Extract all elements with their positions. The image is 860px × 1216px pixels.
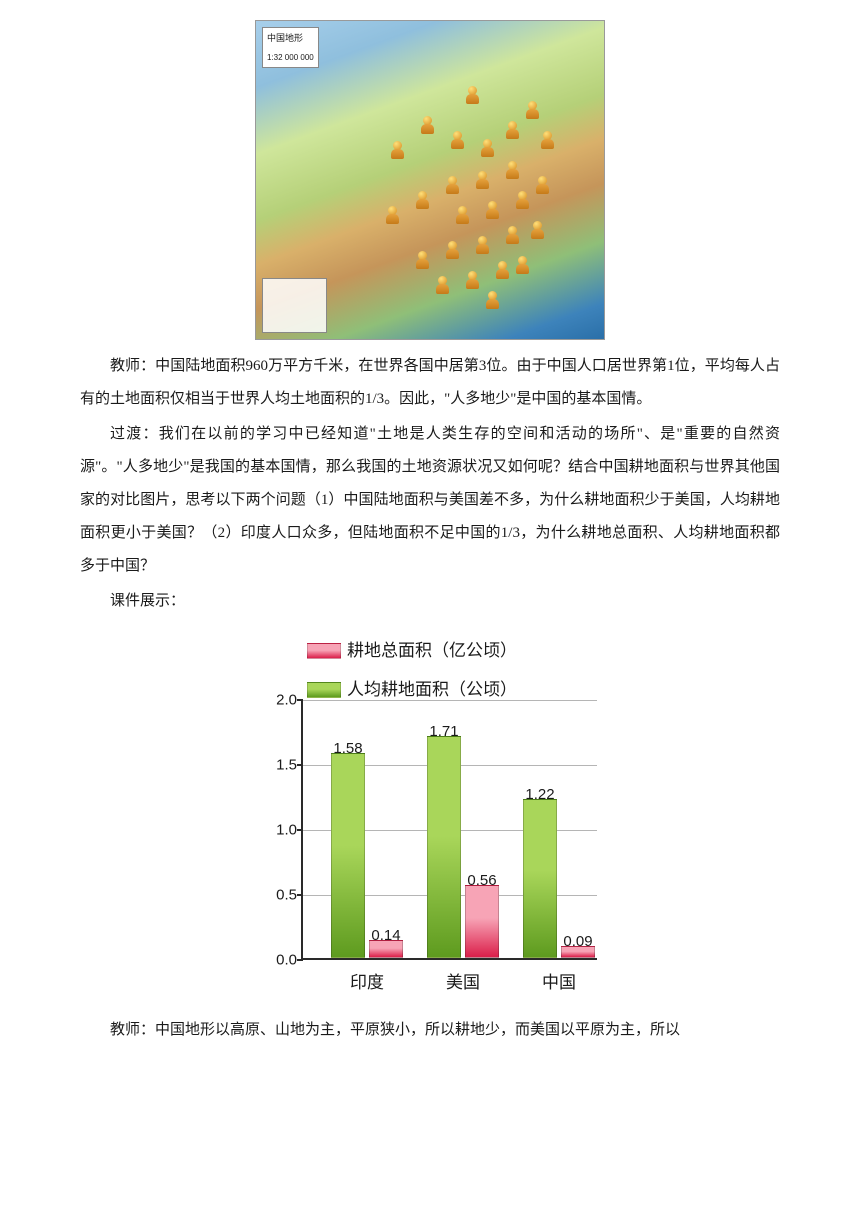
map-scale: 1:32 000 000 (267, 49, 314, 67)
bar-group: 1.22 0.09 (523, 799, 595, 958)
people-icon (416, 191, 429, 209)
map-figure-container: 中国地形 1:32 000 000 (80, 20, 780, 340)
people-icon (391, 141, 404, 159)
teacher-paragraph-1: 教师：中国陆地面积960万平方千米，在世界各国中居第3位。由于中国人口居世界第1… (80, 350, 780, 416)
china-terrain-map: 中国地形 1:32 000 000 (255, 20, 605, 340)
people-icon (486, 291, 499, 309)
people-icon (481, 139, 494, 157)
people-icon (506, 161, 519, 179)
y-tick (297, 699, 303, 701)
x-axis-label: 美国 (446, 964, 480, 1001)
bar-group: 1.710.56 (427, 736, 499, 958)
people-icon (436, 276, 449, 294)
grid-line (297, 700, 597, 701)
bar-value-label: 1.58 (333, 732, 362, 765)
bar-green: 1.71 (427, 736, 461, 958)
bar-group: 1.580.14 (331, 753, 403, 958)
arable-land-bar-chart: 耕地总面积（亿公顷） 人均耕地面积（公顷） 0.00.51.01.52.01.5… (245, 624, 615, 1004)
legend-label: 耕地总面积（亿公顷） (347, 632, 517, 669)
bar-pink: 0.09 (561, 946, 595, 958)
people-icon (506, 226, 519, 244)
chart-legend: 耕地总面积（亿公顷） 人均耕地面积（公顷） (307, 630, 517, 711)
legend-swatch-green (307, 682, 341, 698)
people-icon (516, 191, 529, 209)
slide-label: 课件展示： (80, 585, 780, 618)
people-icon (386, 206, 399, 224)
people-icon (541, 131, 554, 149)
people-icon (466, 271, 479, 289)
bar-green: 1.58 (331, 753, 365, 958)
people-icon (476, 171, 489, 189)
people-icon (496, 261, 509, 279)
people-icon (451, 131, 464, 149)
bar-pink: 0.56 (465, 885, 499, 958)
y-tick (297, 894, 303, 896)
map-title: 中国地形 (267, 29, 314, 49)
y-tick (297, 959, 303, 961)
chart-container: 耕地总面积（亿公顷） 人均耕地面积（公顷） 0.00.51.01.52.01.5… (80, 624, 780, 1004)
y-tick (297, 764, 303, 766)
y-axis-label: 2.0 (259, 684, 297, 717)
people-icon (456, 206, 469, 224)
bar-value-label: 1.22 (525, 778, 554, 811)
map-title-box: 中国地形 1:32 000 000 (262, 27, 319, 68)
bar-value-label: 1.71 (429, 715, 458, 748)
bar-value-label: 0.56 (467, 864, 496, 897)
people-icon (446, 176, 459, 194)
y-axis-label: 1.0 (259, 814, 297, 847)
people-icon (486, 201, 499, 219)
people-icon (531, 221, 544, 239)
x-axis-label: 中国 (542, 964, 576, 1001)
bar-pink: 0.14 (369, 940, 403, 958)
map-elevation-legend (262, 278, 327, 333)
chart-plot-area: 0.00.51.01.52.01.580.14印度1.710.56美国1.220… (301, 700, 597, 960)
y-axis-label: 0.0 (259, 944, 297, 977)
people-icon (476, 236, 489, 254)
y-axis-label: 1.5 (259, 749, 297, 782)
people-icon (446, 241, 459, 259)
legend-swatch-pink (307, 643, 341, 659)
legend-row: 耕地总面积（亿公顷） (307, 632, 517, 669)
people-icon (526, 101, 539, 119)
people-icon (416, 251, 429, 269)
y-tick (297, 829, 303, 831)
people-icon (421, 116, 434, 134)
bar-value-label: 0.09 (563, 925, 592, 958)
teacher-paragraph-2: 教师：中国地形以高原、山地为主，平原狭小，所以耕地少，而美国以平原为主，所以 (80, 1014, 780, 1047)
y-axis-label: 0.5 (259, 879, 297, 912)
people-icon (516, 256, 529, 274)
x-axis-label: 印度 (350, 964, 384, 1001)
people-icon (506, 121, 519, 139)
people-icon (536, 176, 549, 194)
people-icon (466, 86, 479, 104)
bar-green: 1.22 (523, 799, 557, 958)
bar-value-label: 0.14 (371, 919, 400, 952)
transition-paragraph: 过渡：我们在以前的学习中已经知道"土地是人类生存的空间和活动的场所"、是"重要的… (80, 418, 780, 583)
